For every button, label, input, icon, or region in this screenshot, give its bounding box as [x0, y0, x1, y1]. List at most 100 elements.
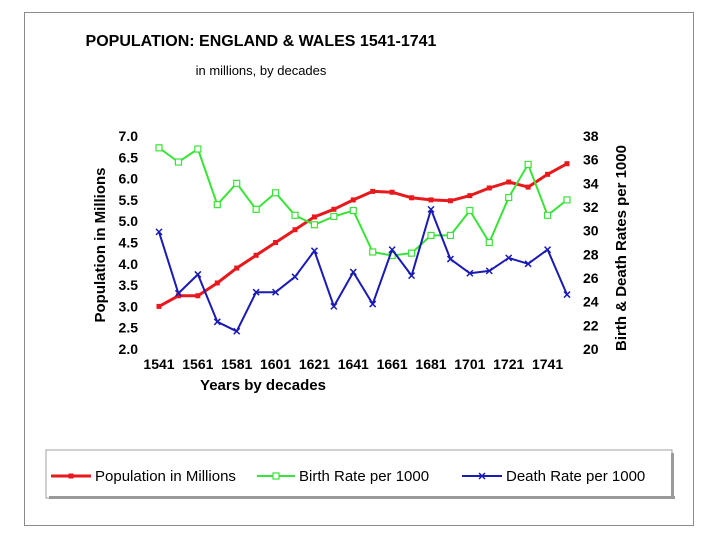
left-y-axis-title: Population in Millions	[92, 168, 109, 323]
data-point-death-rate-per-1000	[505, 254, 513, 262]
data-point-birth-rate-per-1000	[407, 249, 416, 257]
series-population-in-millions	[156, 161, 570, 309]
chart-svg: POPULATION: ENGLAND & WALES 1541-1741 in…	[45, 33, 675, 499]
x-tick-label: 1621	[299, 356, 330, 372]
data-point-birth-rate-per-1000	[349, 206, 357, 215]
data-point-death-rate-per-1000	[369, 300, 377, 308]
data-point-birth-rate-per-1000	[252, 205, 260, 213]
data-point-population-in-millions	[525, 184, 531, 190]
data-point-birth-rate-per-1000	[291, 211, 299, 219]
series-line-population-in-millions	[158, 162, 568, 308]
left-y-tick-label: 5.0	[119, 213, 139, 229]
data-point-population-in-millions	[428, 197, 434, 203]
data-point-birth-rate-per-1000	[543, 211, 552, 219]
data-point-death-rate-per-1000	[446, 255, 454, 263]
data-point-death-rate-per-1000	[194, 270, 202, 278]
left-y-tick-label: 2.0	[119, 341, 139, 357]
data-point-birth-rate-per-1000	[563, 196, 571, 204]
legend-marker-population-in-millions	[68, 473, 74, 479]
left-y-tick-label: 4.0	[119, 256, 139, 272]
data-point-death-rate-per-1000	[485, 267, 493, 275]
right-y-tick-label: 32	[583, 199, 599, 215]
left-y-tick-label: 6.5	[119, 149, 139, 165]
data-point-birth-rate-per-1000	[524, 160, 532, 168]
data-point-death-rate-per-1000	[388, 246, 396, 254]
data-point-population-in-millions	[545, 171, 551, 177]
legend-label-death-rate: Death Rate per 1000	[506, 468, 645, 485]
x-tick-label: 1641	[338, 356, 369, 372]
legend-label-birth-rate: Birth Rate per 1000	[299, 468, 429, 485]
x-tick-label: 1681	[415, 356, 446, 372]
data-point-death-rate-per-1000	[213, 318, 221, 326]
data-point-death-rate-per-1000	[563, 291, 571, 299]
left-y-tick-label: 3.5	[119, 277, 139, 293]
data-point-birth-rate-per-1000	[466, 206, 474, 215]
legend-shadow-right	[671, 453, 674, 499]
x-tick-label: 1721	[493, 356, 524, 372]
data-point-population-in-millions	[175, 293, 181, 299]
data-point-death-rate-per-1000	[408, 272, 416, 280]
data-point-population-in-millions	[350, 197, 356, 203]
data-point-death-rate-per-1000	[272, 288, 280, 296]
data-point-death-rate-per-1000	[544, 246, 552, 254]
legend-marker-birth-rate-per-1000	[272, 472, 280, 480]
data-point-population-in-millions	[409, 195, 415, 201]
data-point-death-rate-per-1000	[427, 205, 435, 213]
chart-frame: POPULATION: ENGLAND & WALES 1541-1741 in…	[24, 12, 694, 526]
data-point-birth-rate-per-1000	[233, 179, 241, 187]
left-y-tick-label: 7.0	[119, 128, 139, 144]
data-point-population-in-millions	[195, 293, 201, 299]
data-point-birth-rate-per-1000	[213, 201, 221, 209]
right-y-tick-label: 38	[583, 128, 599, 144]
left-y-ticks: 2.0 2.5 3.0 3.5 4.0 4.5 5.0 5.5 6.0 6.5 7.0	[119, 128, 139, 357]
right-y-tick-label: 30	[583, 223, 599, 239]
right-y-tick-label: 28	[583, 246, 599, 262]
right-y-tick-label: 26	[583, 270, 599, 286]
series-layer	[155, 144, 571, 335]
series-birth-rate-per-1000	[155, 144, 571, 260]
series-line-birth-rate-per-1000	[158, 146, 568, 257]
right-y-tick-label: 22	[583, 317, 599, 333]
data-point-population-in-millions	[564, 161, 570, 167]
legend-box	[45, 449, 673, 499]
data-point-birth-rate-per-1000	[427, 231, 435, 239]
data-point-birth-rate-per-1000	[155, 144, 163, 152]
data-point-death-rate-per-1000	[252, 288, 260, 296]
data-point-birth-rate-per-1000	[271, 189, 280, 197]
data-point-population-in-millions	[486, 185, 492, 191]
data-point-death-rate-per-1000	[349, 268, 357, 276]
data-point-population-in-millions	[292, 227, 298, 233]
data-point-birth-rate-per-1000	[505, 193, 513, 202]
x-tick-label: 1561	[182, 356, 213, 372]
data-point-population-in-millions	[234, 265, 240, 271]
data-point-death-rate-per-1000	[330, 302, 338, 310]
chart-subtitle: in millions, by decades	[196, 63, 327, 78]
right-y-axis-title: Birth & Death Rates per 1000	[613, 145, 630, 351]
data-point-birth-rate-per-1000	[369, 248, 377, 256]
data-point-population-in-millions	[253, 252, 259, 258]
data-point-birth-rate-per-1000	[310, 221, 319, 229]
left-y-tick-label: 6.0	[119, 171, 139, 187]
data-point-birth-rate-per-1000	[174, 158, 183, 166]
left-y-tick-label: 2.5	[119, 320, 139, 336]
chart-title: POPULATION: ENGLAND & WALES 1541-1741	[86, 33, 437, 50]
data-point-death-rate-per-1000	[233, 327, 241, 335]
data-point-death-rate-per-1000	[174, 289, 182, 297]
data-point-death-rate-per-1000	[310, 247, 318, 255]
left-y-tick-label: 3.0	[119, 298, 139, 314]
data-point-death-rate-per-1000	[155, 228, 163, 236]
data-point-birth-rate-per-1000	[194, 145, 202, 153]
x-axis-title: Years by decades	[200, 377, 326, 394]
data-point-birth-rate-per-1000	[330, 212, 338, 221]
right-y-tick-label: 36	[583, 152, 599, 168]
data-point-population-in-millions	[506, 179, 512, 185]
data-point-population-in-millions	[273, 240, 279, 245]
legend-shadow-bottom	[49, 496, 675, 499]
data-point-population-in-millions	[447, 198, 453, 204]
x-tick-label: 1541	[143, 356, 174, 372]
data-point-population-in-millions	[214, 280, 220, 286]
data-point-death-rate-per-1000	[291, 273, 299, 281]
data-point-population-in-millions	[389, 189, 395, 195]
x-tick-label: 1601	[260, 356, 291, 372]
series-death-rate-per-1000	[155, 205, 571, 335]
